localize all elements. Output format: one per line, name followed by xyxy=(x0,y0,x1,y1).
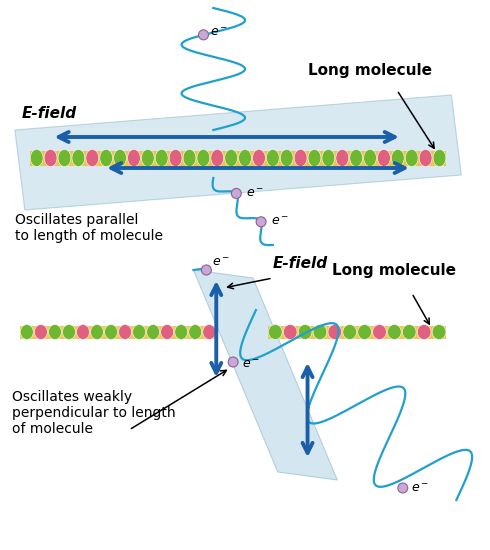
Text: Long molecule: Long molecule xyxy=(308,63,432,78)
Text: E-field: E-field xyxy=(22,106,77,121)
Text: Oscillates parallel
to length of molecule: Oscillates parallel to length of molecul… xyxy=(15,213,163,243)
Ellipse shape xyxy=(155,150,168,167)
Ellipse shape xyxy=(419,150,432,167)
Circle shape xyxy=(198,30,208,40)
Ellipse shape xyxy=(44,150,57,167)
Ellipse shape xyxy=(343,324,357,339)
Ellipse shape xyxy=(34,324,48,339)
Ellipse shape xyxy=(169,150,182,167)
Ellipse shape xyxy=(358,324,371,339)
Circle shape xyxy=(201,265,211,275)
Ellipse shape xyxy=(308,150,321,167)
Text: $e^-$: $e^-$ xyxy=(242,358,260,371)
Ellipse shape xyxy=(104,324,118,339)
Ellipse shape xyxy=(252,150,265,167)
Ellipse shape xyxy=(211,150,223,167)
Ellipse shape xyxy=(72,150,85,167)
Circle shape xyxy=(256,217,266,227)
Ellipse shape xyxy=(91,324,103,339)
Ellipse shape xyxy=(63,324,75,339)
Ellipse shape xyxy=(336,150,349,167)
Polygon shape xyxy=(15,95,461,210)
Ellipse shape xyxy=(114,150,126,167)
Ellipse shape xyxy=(372,324,386,339)
Ellipse shape xyxy=(298,324,312,339)
Ellipse shape xyxy=(405,150,418,167)
Ellipse shape xyxy=(21,324,33,339)
Ellipse shape xyxy=(127,150,140,167)
Polygon shape xyxy=(194,270,337,480)
Ellipse shape xyxy=(183,150,196,167)
Polygon shape xyxy=(20,326,216,338)
Ellipse shape xyxy=(147,324,160,339)
Ellipse shape xyxy=(322,150,335,167)
Ellipse shape xyxy=(58,150,71,167)
Ellipse shape xyxy=(402,324,416,339)
Ellipse shape xyxy=(432,324,446,339)
Ellipse shape xyxy=(417,324,431,339)
Text: $e^-$: $e^-$ xyxy=(210,26,229,40)
Ellipse shape xyxy=(133,324,146,339)
Ellipse shape xyxy=(350,150,363,167)
Ellipse shape xyxy=(392,150,404,167)
Ellipse shape xyxy=(280,150,293,167)
Ellipse shape xyxy=(225,150,238,167)
Ellipse shape xyxy=(378,150,391,167)
Ellipse shape xyxy=(269,324,282,339)
Text: $e^-$: $e^-$ xyxy=(212,256,231,268)
Ellipse shape xyxy=(30,150,43,167)
Text: Oscillates weakly
perpendicular to length
of molecule: Oscillates weakly perpendicular to lengt… xyxy=(12,390,175,436)
Ellipse shape xyxy=(197,150,210,167)
Ellipse shape xyxy=(294,150,307,167)
Circle shape xyxy=(231,189,241,199)
Ellipse shape xyxy=(175,324,188,339)
Ellipse shape xyxy=(119,324,131,339)
Ellipse shape xyxy=(433,150,446,167)
Ellipse shape xyxy=(189,324,202,339)
Text: Long molecule: Long molecule xyxy=(332,263,456,278)
Ellipse shape xyxy=(388,324,401,339)
Text: $e^-$: $e^-$ xyxy=(271,215,289,228)
Ellipse shape xyxy=(364,150,376,167)
Text: $e^-$: $e^-$ xyxy=(411,481,429,494)
Ellipse shape xyxy=(313,324,327,339)
Polygon shape xyxy=(268,326,446,338)
Polygon shape xyxy=(30,151,446,166)
Text: $e^-$: $e^-$ xyxy=(246,187,265,200)
Text: E-field: E-field xyxy=(273,256,328,271)
Ellipse shape xyxy=(49,324,61,339)
Ellipse shape xyxy=(283,324,297,339)
Ellipse shape xyxy=(267,150,279,167)
Ellipse shape xyxy=(203,324,216,339)
Ellipse shape xyxy=(76,324,90,339)
Ellipse shape xyxy=(239,150,251,167)
Circle shape xyxy=(228,357,238,367)
Ellipse shape xyxy=(328,324,342,339)
Ellipse shape xyxy=(142,150,154,167)
Ellipse shape xyxy=(100,150,113,167)
Circle shape xyxy=(398,483,408,493)
Ellipse shape xyxy=(86,150,98,167)
Ellipse shape xyxy=(161,324,173,339)
